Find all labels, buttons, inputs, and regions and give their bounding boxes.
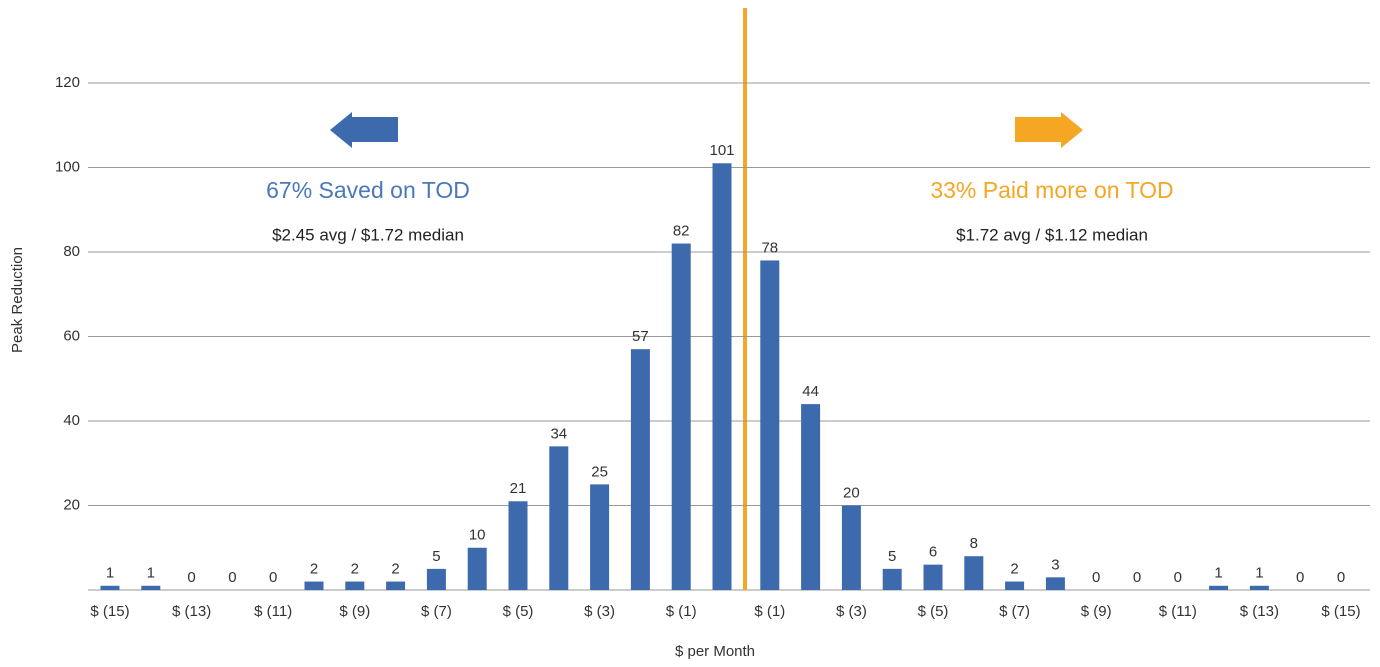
bar bbox=[386, 581, 406, 590]
bar bbox=[1249, 585, 1269, 590]
data-label: 1 bbox=[106, 565, 114, 582]
x-tick-label: $ (9) bbox=[1081, 603, 1112, 620]
data-label: 0 bbox=[269, 569, 277, 586]
data-label: 1 bbox=[1255, 565, 1263, 582]
data-label: 2 bbox=[391, 561, 399, 578]
annotation-title: 67% Saved on TOD bbox=[266, 177, 470, 203]
y-tick-label: 80 bbox=[63, 243, 80, 260]
bar bbox=[100, 585, 120, 590]
data-label: 5 bbox=[888, 548, 896, 565]
bar bbox=[1045, 577, 1065, 590]
data-label: 2 bbox=[310, 561, 318, 578]
x-tick-label: $ (11) bbox=[254, 603, 292, 620]
data-label: 2 bbox=[351, 561, 359, 578]
bar bbox=[712, 163, 732, 590]
right-arrow bbox=[1015, 112, 1083, 148]
x-tick-label: $ (5) bbox=[503, 603, 534, 620]
bar bbox=[467, 547, 487, 590]
data-label: 1 bbox=[1214, 565, 1222, 582]
data-label: 34 bbox=[550, 425, 567, 442]
x-tick-label: $ (5) bbox=[918, 603, 949, 620]
bar bbox=[549, 446, 569, 590]
bar bbox=[426, 568, 446, 590]
data-label: 0 bbox=[1133, 569, 1141, 586]
data-label: 0 bbox=[1174, 569, 1182, 586]
bar bbox=[882, 568, 902, 590]
bar bbox=[964, 556, 984, 590]
annotation-detail: $2.45 avg / $1.72 median bbox=[272, 225, 464, 244]
x-tick-label: $ (7) bbox=[421, 603, 452, 620]
x-tick-label: $ (1) bbox=[754, 603, 785, 620]
bar bbox=[1209, 585, 1229, 590]
data-label: 82 bbox=[673, 223, 690, 240]
data-label: 5 bbox=[432, 548, 440, 565]
data-label: 1 bbox=[147, 565, 155, 582]
data-label: 44 bbox=[802, 383, 819, 400]
bar bbox=[841, 505, 861, 590]
x-tick-label: $ (11) bbox=[1159, 603, 1197, 620]
data-label: 101 bbox=[709, 142, 734, 159]
data-label: 0 bbox=[1296, 569, 1304, 586]
data-label: 6 bbox=[929, 544, 937, 561]
y-axis-title: Peak Reduction bbox=[9, 247, 26, 353]
x-tick-label: $ (9) bbox=[339, 603, 370, 620]
bar bbox=[1005, 581, 1025, 590]
y-tick-label: 120 bbox=[55, 74, 80, 91]
y-tick-label: 40 bbox=[63, 412, 80, 429]
data-label: 0 bbox=[1337, 569, 1345, 586]
left-arrow bbox=[330, 112, 398, 148]
bar bbox=[671, 243, 691, 591]
data-label: 3 bbox=[1051, 556, 1059, 573]
data-label: 8 bbox=[970, 535, 978, 552]
data-label: 25 bbox=[591, 463, 608, 480]
data-label: 20 bbox=[843, 484, 860, 501]
bar bbox=[760, 260, 780, 590]
bar bbox=[630, 349, 650, 590]
bar bbox=[304, 581, 324, 590]
data-label: 21 bbox=[510, 480, 527, 497]
x-tick-label: $ (15) bbox=[1321, 603, 1360, 620]
data-label: 0 bbox=[1092, 569, 1100, 586]
y-tick-label: 60 bbox=[63, 327, 80, 344]
data-label: 78 bbox=[761, 239, 778, 256]
y-tick-label: 20 bbox=[63, 496, 80, 513]
data-label: 0 bbox=[187, 569, 195, 586]
annotation-detail: $1.72 avg / $1.12 median bbox=[956, 225, 1148, 244]
bar bbox=[508, 501, 528, 590]
bar bbox=[590, 484, 610, 590]
x-tick-label: $ (3) bbox=[584, 603, 615, 620]
bar bbox=[923, 564, 943, 590]
bar bbox=[141, 585, 161, 590]
y-tick-label: 100 bbox=[55, 158, 80, 175]
x-tick-label: $ (3) bbox=[836, 603, 867, 620]
annotation-title: 33% Paid more on TOD bbox=[930, 177, 1173, 203]
x-tick-label: $ (13) bbox=[172, 603, 211, 620]
data-label: 57 bbox=[632, 328, 649, 345]
data-label: 0 bbox=[228, 569, 236, 586]
data-label: 2 bbox=[1010, 561, 1018, 578]
x-axis-title: $ per Month bbox=[675, 643, 755, 660]
data-label: 10 bbox=[469, 527, 486, 544]
x-tick-label: $ (1) bbox=[666, 603, 697, 620]
x-tick-label: $ (13) bbox=[1240, 603, 1279, 620]
bar bbox=[345, 581, 365, 590]
bar bbox=[801, 404, 821, 590]
x-tick-label: $ (7) bbox=[999, 603, 1030, 620]
x-tick-label: $ (15) bbox=[90, 603, 129, 620]
